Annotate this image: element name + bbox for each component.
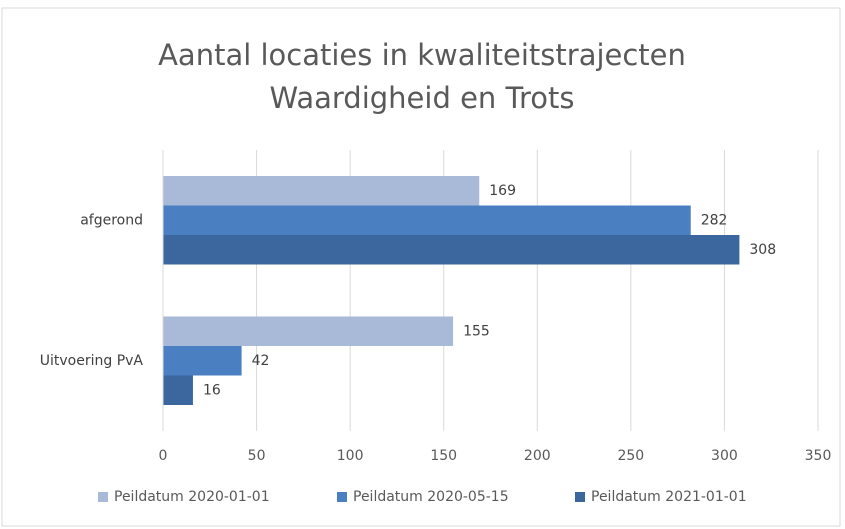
chart-border — [1, 7, 841, 527]
data-label: 308 — [749, 242, 776, 258]
x-tick-label: 350 — [805, 448, 832, 464]
bar — [163, 316, 454, 346]
data-label: 169 — [489, 183, 516, 199]
legend-swatch — [337, 492, 347, 502]
y-tick-label: afgerond — [80, 212, 143, 228]
data-label: 42 — [252, 353, 270, 369]
x-tick-label: 100 — [337, 448, 364, 464]
legend-swatch — [98, 492, 108, 502]
bar — [163, 235, 740, 265]
legend-swatch — [575, 492, 585, 502]
bar — [163, 375, 193, 405]
legend-label: Peildatum 2021-01-01 — [591, 489, 747, 505]
x-tick-label: 200 — [524, 448, 551, 464]
legend-label: Peildatum 2020-01-01 — [114, 489, 270, 505]
x-tick-label: 0 — [159, 448, 168, 464]
x-tick-label: 300 — [711, 448, 738, 464]
x-tick-label: 250 — [617, 448, 644, 464]
data-label: 16 — [203, 382, 221, 398]
x-tick-label: 50 — [248, 448, 266, 464]
bar — [163, 176, 480, 206]
data-label: 155 — [463, 323, 490, 339]
chart-title: Aantal locaties in kwaliteitstrajecten — [158, 38, 686, 72]
x-tick-label: 150 — [430, 448, 457, 464]
data-label: 282 — [701, 212, 728, 228]
chart-title: Waardigheid en Trots — [270, 81, 575, 115]
y-tick-label: Uitvoering PvA — [40, 353, 144, 369]
bar — [163, 346, 242, 376]
legend-label: Peildatum 2020-05-15 — [353, 489, 509, 505]
bar — [163, 205, 691, 235]
